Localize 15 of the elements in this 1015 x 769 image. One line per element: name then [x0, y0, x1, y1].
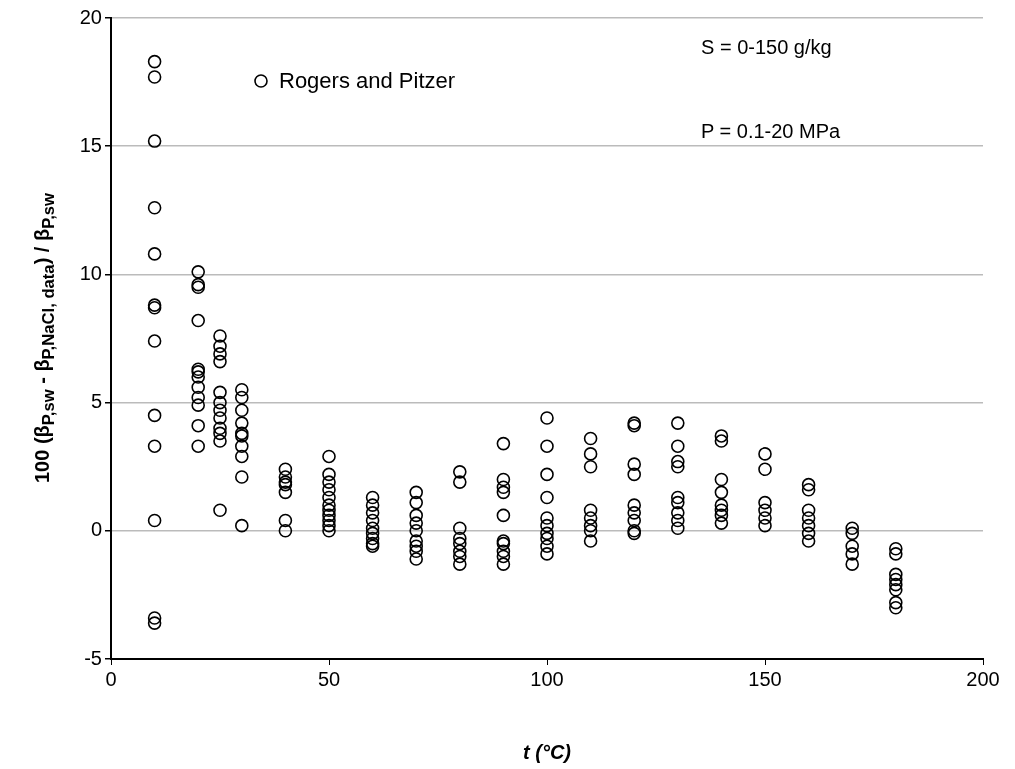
x-tick-label: 50	[317, 667, 341, 690]
y-tick-label: 10	[79, 261, 102, 284]
annotation: S = 0-150 g/kg	[701, 35, 832, 58]
y-tick-label: 15	[79, 133, 102, 156]
x-axis-title: t (°C)	[523, 740, 572, 763]
x-tick-label: 100	[530, 667, 564, 690]
x-tick-label: 150	[748, 667, 782, 690]
y-tick-label: 0	[90, 518, 102, 541]
y-tick-label: 20	[79, 5, 102, 28]
x-tick-label: 200	[966, 667, 1000, 690]
annotation: P = 0.1-20 MPa	[701, 119, 842, 142]
y-tick-label: -5	[84, 646, 102, 669]
legend-label: Rogers and Pitzer	[279, 68, 456, 94]
x-tick-label: 0	[105, 667, 117, 690]
y-tick-label: 5	[90, 390, 102, 413]
